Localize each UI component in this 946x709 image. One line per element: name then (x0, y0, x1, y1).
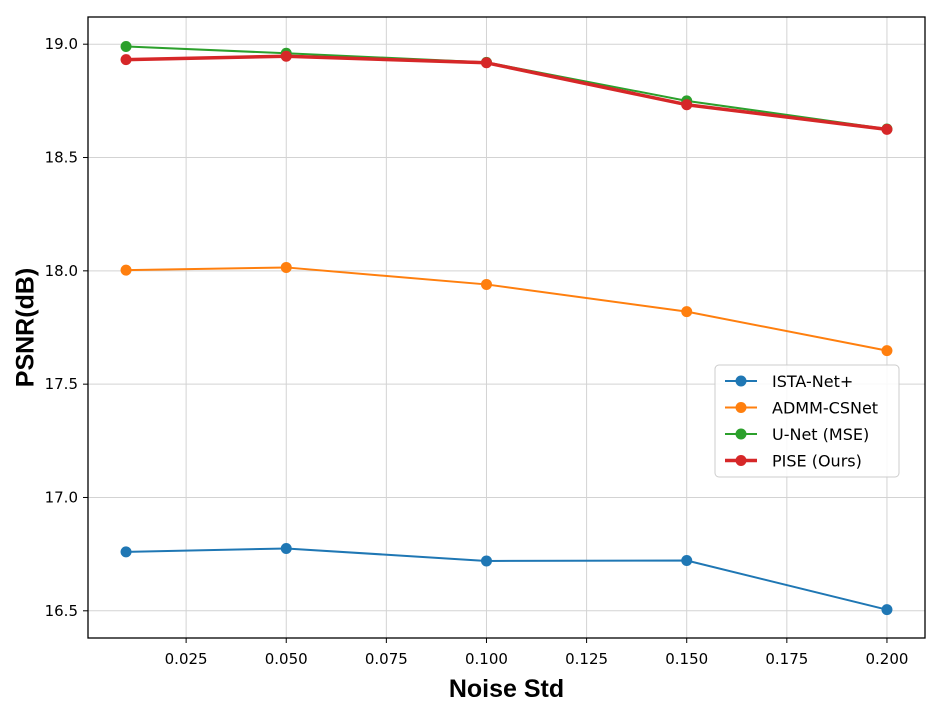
legend-item: ADMM-CSNet (725, 399, 878, 418)
y-axis-title: PSNR(dB) (12, 268, 40, 387)
data-point (120, 40, 132, 52)
x-tick-label: 0.125 (565, 650, 608, 668)
y-tick-label: 19.0 (45, 35, 78, 53)
data-point (480, 278, 492, 290)
legend-label: U-Net (MSE) (772, 425, 869, 444)
data-point (881, 604, 893, 616)
data-point (881, 345, 893, 357)
series-group (120, 40, 893, 616)
x-tick-label: 0.050 (265, 650, 308, 668)
data-point (681, 306, 693, 318)
legend-item: PISE (Ours) (725, 452, 862, 471)
data-point (881, 123, 893, 135)
y-tick-label: 18.0 (45, 262, 78, 280)
y-tick-label: 17.0 (45, 488, 78, 506)
legend-label: ISTA-Net+ (772, 372, 853, 391)
series-pise-ours (120, 50, 893, 135)
grid (88, 17, 925, 638)
plot-frame (87, 16, 926, 639)
x-tick-label: 0.075 (365, 650, 408, 668)
data-point (120, 54, 132, 66)
legend-box (714, 364, 900, 478)
data-point (681, 99, 693, 111)
legend-swatch-marker (735, 375, 747, 387)
y-tick-label: 16.5 (45, 602, 78, 620)
x-tick-label: 0.025 (165, 650, 208, 668)
ticks: 0.025 0.050 0.075 0.100 0.125 0.150 0.175 0.200… (45, 35, 909, 668)
x-tick-label: 0.100 (465, 650, 508, 668)
x-tick-label: 0.175 (765, 650, 808, 668)
data-point (120, 264, 132, 276)
series-ista-net (120, 542, 893, 616)
data-point (120, 546, 132, 558)
data-point (280, 261, 292, 273)
legend-label: ADMM-CSNet (772, 399, 878, 418)
legend-swatch-marker (735, 455, 747, 466)
data-point (280, 50, 292, 62)
legend-label: PISE (Ours) (772, 452, 862, 471)
legend-swatch-marker (735, 402, 747, 413)
series-admm-csnet (120, 261, 893, 357)
y-tick-label: 17.5 (45, 375, 78, 393)
y-tick-label: 18.5 (45, 149, 78, 167)
legend-item: U-Net (MSE) (725, 425, 869, 444)
legend-swatch-marker (735, 428, 747, 440)
legend-item: ISTA-Net+ (725, 372, 853, 391)
data-point (681, 554, 693, 566)
x-tick-label: 0.200 (865, 650, 908, 668)
x-axis-title: Noise Std (449, 675, 564, 703)
x-tick-label: 0.150 (665, 650, 708, 668)
data-point (280, 542, 292, 554)
data-point (480, 555, 492, 567)
data-point (480, 57, 492, 69)
legend: ISTA-Net+ ADMM-CSNet U-Net (MSE) PISE (Ours… (714, 364, 900, 478)
